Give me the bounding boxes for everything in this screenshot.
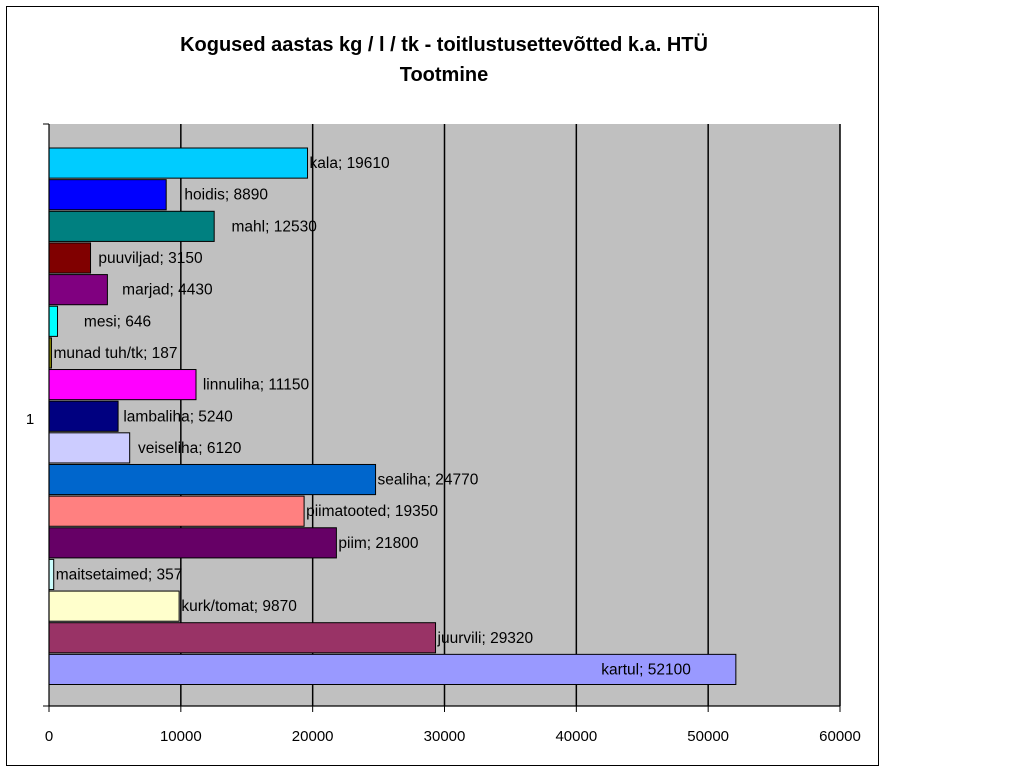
bar bbox=[48, 495, 305, 527]
gridlines bbox=[180, 124, 841, 706]
x-tick-labels: 0 10000 20000 30000 40000 50000 60000 bbox=[45, 728, 861, 745]
bar bbox=[48, 274, 108, 306]
bar bbox=[48, 242, 92, 274]
bars-group bbox=[48, 147, 737, 686]
bar-data-label: linnuliha; 11150 bbox=[203, 377, 310, 394]
bar bbox=[48, 527, 337, 559]
bar-data-label: hoidis; 8890 bbox=[184, 187, 268, 204]
x-tick-label: 20000 bbox=[292, 728, 334, 745]
bar bbox=[48, 622, 437, 654]
x-tick-label: 60000 bbox=[819, 728, 861, 745]
x-tick-label: 40000 bbox=[555, 728, 597, 745]
bar-data-label: maitsetaimed; 357 bbox=[56, 566, 183, 583]
bar-data-label: mahl; 12530 bbox=[232, 218, 318, 235]
x-tick-label: 0 bbox=[45, 728, 53, 745]
x-tick-label: 30000 bbox=[424, 728, 466, 745]
bar-data-label: munad tuh/tk; 187 bbox=[53, 345, 177, 362]
axes bbox=[43, 123, 841, 712]
x-tick-label: 50000 bbox=[687, 728, 729, 745]
bar bbox=[48, 147, 309, 179]
bar bbox=[48, 400, 119, 432]
bar bbox=[48, 653, 737, 686]
bar bbox=[48, 463, 377, 496]
bar bbox=[48, 210, 215, 242]
chart-title: Kogused aastas kg / l / tk - toitlustuse… bbox=[180, 33, 708, 56]
bar-data-label: marjad; 4430 bbox=[122, 282, 213, 299]
bar-data-label: piim; 21800 bbox=[338, 535, 419, 552]
bar-data-label: sealiha; 24770 bbox=[378, 472, 479, 489]
bar-data-label: piimatooted; 19350 bbox=[306, 503, 438, 520]
bar-data-label: kurk/tomat; 9870 bbox=[181, 598, 297, 615]
bar bbox=[48, 432, 131, 464]
category-label: 1 bbox=[26, 411, 34, 428]
bar bbox=[48, 305, 59, 337]
bar bbox=[48, 590, 180, 622]
bar-data-label: juurvili; 29320 bbox=[437, 630, 534, 647]
bar bbox=[48, 558, 55, 591]
data-labels: kala; 19610 hoidis; 8890 mahl; 12530 puuvil… bbox=[53, 155, 691, 678]
bar-data-label: kala; 19610 bbox=[310, 155, 391, 172]
chart-subtitle: Tootmine bbox=[400, 64, 489, 86]
bar-data-label: puuviljad; 3150 bbox=[98, 250, 203, 267]
bar bbox=[48, 369, 197, 401]
bar-data-label: lambaliha; 5240 bbox=[123, 408, 233, 425]
bar-data-label: veiseliha; 6120 bbox=[138, 440, 242, 457]
bar-data-label: mesi; 646 bbox=[84, 313, 151, 330]
bar-data-label: kartul; 52100 bbox=[601, 661, 691, 678]
bar bbox=[48, 179, 167, 211]
x-tick-label: 10000 bbox=[160, 728, 202, 745]
